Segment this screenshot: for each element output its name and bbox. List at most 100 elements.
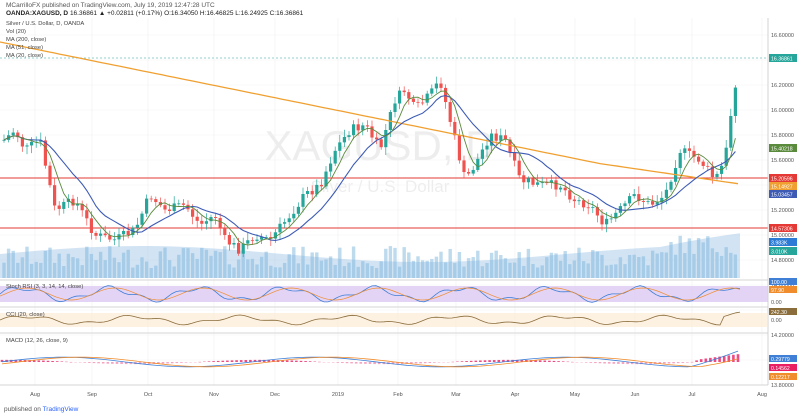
volume-bar: [425, 260, 429, 278]
candle-body: [99, 233, 103, 236]
candle-body: [595, 207, 599, 216]
legend-ma51[interactable]: MA (51, close): [6, 45, 43, 51]
macd-tag-1: 0.29779: [769, 355, 797, 363]
candle-body: [76, 203, 80, 206]
legend-vol[interactable]: Vol (20): [6, 29, 26, 35]
candle-body: [16, 132, 20, 138]
price-tag-ma200: 15.14927: [769, 182, 797, 191]
volume-bar: [282, 262, 287, 278]
volume-bar: [52, 262, 57, 278]
price-axis[interactable]: 16.6000016.4000016.2000016.0000015.80000…: [771, 33, 794, 389]
volume-bar: [186, 248, 190, 278]
volume-bar: [416, 256, 420, 278]
candle-body: [398, 90, 402, 104]
time-tick: Mar: [451, 392, 461, 398]
svg-text:242.30: 242.30: [771, 310, 787, 316]
volume-bar: [204, 249, 209, 278]
macd-hist-bar: [216, 360, 220, 362]
candle-body: [227, 235, 231, 245]
macd-tag-3: 0.12217: [769, 373, 797, 381]
macd-hist-bar: [28, 360, 31, 362]
volume-bar: [581, 261, 586, 278]
time-axis[interactable]: Aug Sep Oct Nov Dec 2019 Feb Mar Apr May Jun Jul Aug: [30, 392, 767, 398]
candle-body: [664, 189, 668, 198]
candle-body: [177, 203, 181, 205]
candle-body: [356, 124, 360, 131]
volume-bar: [324, 259, 328, 278]
macd-hist-bar: [129, 362, 133, 365]
candle-body: [540, 182, 544, 184]
volume-bar: [301, 246, 305, 278]
volume-bar: [664, 252, 669, 278]
candle-body: [126, 230, 130, 236]
cci-zero: 0.00: [771, 318, 782, 324]
volume-bar: [351, 246, 356, 278]
candle-body: [733, 87, 737, 116]
volume-bar: [434, 256, 439, 278]
macd-hist-bar: [709, 357, 712, 362]
candle-body: [490, 133, 494, 146]
macd-label[interactable]: MACD (12, 26, close, 9): [6, 338, 68, 344]
legend-ma200[interactable]: MA (200, close): [6, 37, 46, 43]
macd-hist-bar: [359, 362, 363, 364]
stoch-zero: 0.00: [771, 300, 782, 306]
candle-body: [430, 88, 434, 94]
macd-hist-bar: [515, 359, 519, 362]
candle-body: [85, 210, 89, 219]
candle-body: [53, 185, 57, 206]
volume-bar: [687, 238, 692, 278]
volume-bar: [227, 264, 232, 278]
macd-hist-bar: [391, 362, 395, 365]
macd-hist-bar: [341, 362, 344, 363]
volume-bar: [209, 255, 213, 278]
volume-bar: [154, 265, 158, 278]
volume-bar: [457, 251, 462, 278]
price-tick: 15.60000: [771, 158, 794, 164]
volume-bar: [278, 267, 282, 278]
volume-bar: [508, 262, 512, 278]
volume-bar: [190, 253, 195, 278]
candle-body: [264, 237, 268, 238]
tradingview-logo[interactable]: TradingView: [42, 406, 79, 413]
macd-hist-bar: [718, 356, 721, 362]
candle-body: [324, 171, 328, 187]
time-tick: Oct: [144, 392, 153, 398]
candle-body: [310, 191, 314, 195]
price-tag-vol-ma: 3.983K: [769, 238, 797, 247]
cci-label[interactable]: CCI (20, close): [6, 312, 45, 318]
volume-bar: [163, 247, 167, 278]
candle-body: [135, 224, 139, 228]
candle-body: [715, 173, 719, 178]
candle-body: [315, 184, 319, 195]
macd-hist-bar: [51, 361, 54, 362]
stoch-tag-2: 97.90: [769, 286, 797, 294]
price-tick: 16.20000: [771, 83, 794, 89]
volume-bar: [517, 252, 521, 278]
candle-body: [361, 125, 365, 131]
macd-hist-bar: [414, 362, 418, 364]
macd-hist-bar: [354, 362, 358, 364]
candle-body: [269, 237, 273, 239]
legend-ma20[interactable]: MA (20, close): [6, 53, 43, 59]
price-tick: 15.20000: [771, 208, 794, 214]
macd-hist-bar: [695, 360, 698, 362]
macd-hist-bar: [502, 359, 505, 362]
candle-body: [338, 142, 342, 151]
macd-hist-bar: [548, 360, 551, 362]
macd-hist-bar: [617, 362, 620, 364]
volume-bar: [374, 267, 379, 278]
macd-hist-bar: [479, 360, 482, 362]
symbol-name: OANDA:XAGUSD, D: [6, 10, 69, 17]
macd-hist-bar: [166, 362, 169, 364]
time-tick: 2019: [332, 392, 344, 398]
volume-bar: [591, 250, 595, 278]
stoch-rsi-label[interactable]: Stoch RSI (3, 3, 14, 14, close): [6, 284, 83, 290]
candle-body: [365, 125, 369, 127]
svg-text:3.010K: 3.010K: [771, 250, 788, 256]
candle-body: [11, 132, 15, 136]
stoch-tag-1: 100.00: [769, 278, 797, 286]
volume-bar: [11, 250, 15, 278]
volume-bar: [370, 265, 374, 278]
candle-body: [402, 90, 406, 93]
